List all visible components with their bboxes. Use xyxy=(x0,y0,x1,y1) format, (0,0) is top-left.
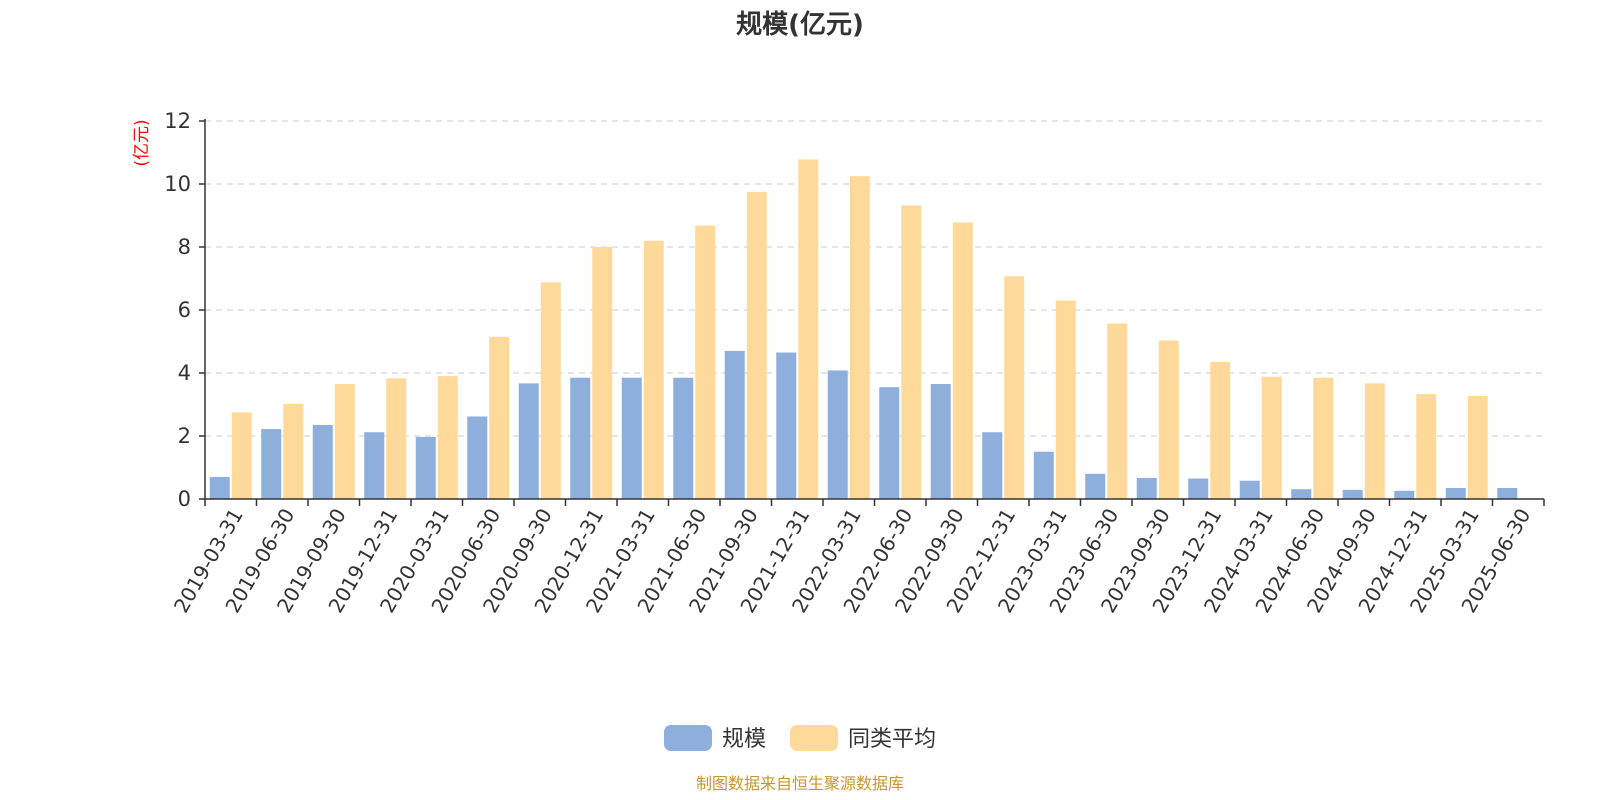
bar-peer-average xyxy=(231,412,252,499)
bar-scale xyxy=(1394,490,1415,499)
legend-label: 规模 xyxy=(722,727,766,752)
bar-peer-average xyxy=(643,240,664,499)
bar-scale xyxy=(364,432,385,499)
bar-scale xyxy=(1188,478,1209,499)
bar-peer-average xyxy=(283,403,304,499)
bar-scale xyxy=(1136,477,1157,499)
bar-scale xyxy=(1445,487,1466,499)
bar-peer-average xyxy=(798,159,819,499)
bar-peer-average xyxy=(1004,276,1025,499)
bar-scale xyxy=(1342,489,1363,499)
bar-scale xyxy=(467,416,488,499)
bar-scale xyxy=(1239,480,1260,499)
y-tick-label: 8 xyxy=(178,235,191,259)
bar-scale xyxy=(1497,487,1518,499)
bar-scale xyxy=(673,377,694,499)
bar-scale xyxy=(209,476,230,499)
legend-swatch xyxy=(664,725,712,751)
bar-peer-average xyxy=(746,191,767,499)
y-tick-label: 0 xyxy=(178,487,191,511)
bar-peer-average xyxy=(489,336,510,499)
bar-peer-average xyxy=(1261,376,1282,499)
bar-peer-average xyxy=(1416,394,1437,499)
legend-label: 同类平均 xyxy=(848,727,936,752)
legend-swatch xyxy=(790,725,838,751)
bar-peer-average xyxy=(1055,300,1076,499)
bars xyxy=(209,159,1518,500)
bar-peer-average xyxy=(592,247,613,499)
bar-scale xyxy=(1085,473,1106,499)
bar-scale xyxy=(982,432,1003,499)
bar-scale xyxy=(1291,489,1312,499)
bar-peer-average xyxy=(386,378,407,499)
source-note: 制图数据来自恒生聚源数据库 xyxy=(695,774,904,793)
y-tick-label: 2 xyxy=(178,424,191,448)
y-axis-label: (亿元) xyxy=(132,119,152,166)
y-tick-label: 10 xyxy=(164,172,191,196)
grid-lines xyxy=(205,120,1544,437)
y-axis-label-group: (亿元) xyxy=(132,119,152,166)
bar-scale xyxy=(1033,451,1054,499)
bar-scale xyxy=(312,424,333,499)
bar-scale xyxy=(827,370,848,499)
bar-peer-average xyxy=(540,282,561,499)
chart-title: 规模(亿元) xyxy=(736,10,864,40)
y-tick-label: 4 xyxy=(178,361,191,385)
bar-peer-average xyxy=(1364,383,1385,499)
bar-peer-average xyxy=(952,222,973,499)
bar-scale xyxy=(930,384,951,499)
y-tick-label: 12 xyxy=(164,109,191,133)
bar-scale xyxy=(415,436,436,499)
bar-peer-average xyxy=(1313,377,1334,499)
bar-peer-average xyxy=(1210,361,1231,499)
bar-scale xyxy=(518,383,539,499)
bar-scale xyxy=(261,429,282,499)
bar-peer-average xyxy=(1467,395,1488,499)
bar-peer-average xyxy=(437,376,458,499)
bar-scale xyxy=(621,377,642,499)
bar-peer-average xyxy=(334,384,355,499)
bar-peer-average xyxy=(1107,323,1128,499)
bar-scale xyxy=(879,387,900,499)
bar-scale xyxy=(570,377,591,499)
bar-scale xyxy=(776,352,797,499)
bar-peer-average xyxy=(849,176,870,499)
bar-peer-average xyxy=(1158,340,1179,499)
y-tick-label: 6 xyxy=(178,298,191,322)
bar-peer-average xyxy=(901,205,922,500)
bar-peer-average xyxy=(695,225,716,499)
legend: 规模 同类平均 xyxy=(664,725,936,752)
bar-scale xyxy=(724,350,745,499)
